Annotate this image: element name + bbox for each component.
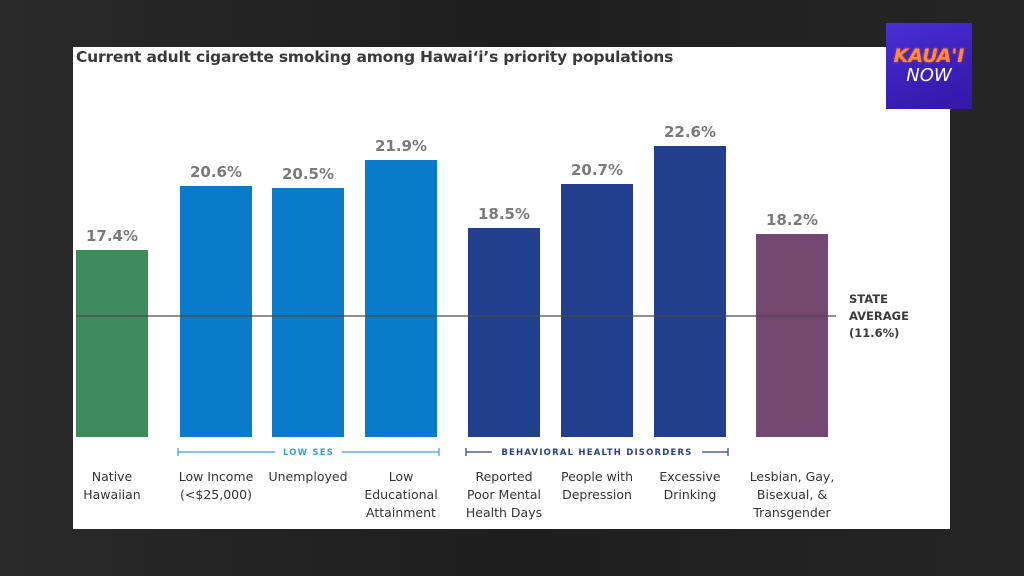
- groups-layer: LOW SES BEHAVIORAL HEALTH DISORDERS: [177, 448, 729, 458]
- bar-chart: 17.4% Native Hawaiian 20.6% Low Income (<$25,…: [76, 123, 909, 520]
- bar: [756, 234, 828, 437]
- value-label: 20.5%: [282, 165, 334, 183]
- group-label: LOW SES: [283, 448, 334, 458]
- reference-layer: STATE AVERAGE (11.6%): [76, 292, 909, 340]
- bar: [365, 160, 437, 437]
- kauai-now-logo: KAUA'I NOW: [886, 23, 972, 109]
- category-label-line: (<$25,000): [180, 487, 252, 502]
- category-label: Unemployed: [268, 469, 347, 484]
- bar: [561, 184, 633, 437]
- bar: [272, 188, 344, 437]
- group-label: BEHAVIORAL HEALTH DISORDERS: [501, 448, 692, 458]
- category-label-line: Native: [92, 469, 133, 484]
- labels-layer: 17.4% Native Hawaiian 20.6% Low Income (<$25,…: [83, 123, 834, 520]
- bar: [654, 146, 726, 437]
- category-label-line: Bisexual, &: [757, 487, 827, 502]
- value-label: 21.9%: [375, 137, 427, 155]
- logo-text-kauai: KAUA'I: [893, 45, 965, 67]
- value-label: 22.6%: [664, 123, 716, 141]
- value-label: 17.4%: [86, 227, 138, 245]
- category-label-line: Transgender: [752, 505, 831, 520]
- category-label-line: Drinking: [664, 487, 717, 502]
- logo-text-now: NOW: [906, 65, 952, 86]
- category-label: Low Income (<$25,000): [179, 469, 254, 502]
- state-average-label-line: (11.6%): [849, 326, 899, 340]
- category-label: Reported Poor Mental Health Days: [466, 469, 542, 520]
- category-label: Lesbian, Gay, Bisexual, & Transgender: [750, 469, 835, 520]
- category-label-line: Health Days: [466, 505, 542, 520]
- category-label: Low Educational Attainment: [364, 469, 437, 520]
- category-label-line: People with: [561, 469, 633, 484]
- category-label-line: Hawaiian: [83, 487, 140, 502]
- category-label-line: Poor Mental: [467, 487, 541, 502]
- state-average-label: STATE AVERAGE (11.6%): [849, 292, 909, 340]
- chart-card: Current adult cigarette smoking among Ha…: [73, 47, 950, 529]
- category-label: Native Hawaiian: [83, 469, 140, 502]
- category-label-line: Low Income: [179, 469, 254, 484]
- category-label: Excessive Drinking: [659, 469, 721, 502]
- bar: [468, 228, 540, 437]
- category-label-line: Low: [389, 469, 414, 484]
- category-label-line: Unemployed: [268, 469, 347, 484]
- value-label: 18.2%: [766, 211, 818, 229]
- state-average-label-line: STATE: [849, 292, 888, 306]
- category-label-line: Lesbian, Gay,: [750, 469, 835, 484]
- bar: [76, 250, 148, 437]
- state-average-label-line: AVERAGE: [849, 309, 909, 323]
- value-label: 20.7%: [571, 161, 623, 179]
- category-label-line: Reported: [475, 469, 532, 484]
- value-label: 18.5%: [478, 205, 530, 223]
- value-label: 20.6%: [190, 163, 242, 181]
- category-label-line: Attainment: [366, 505, 436, 520]
- chart-title: Current adult cigarette smoking among Ha…: [76, 48, 674, 66]
- bar: [180, 186, 252, 437]
- category-label-line: Depression: [562, 487, 632, 502]
- category-label-line: Excessive: [659, 469, 721, 484]
- category-label-line: Educational: [364, 487, 437, 502]
- bars-layer: [76, 146, 828, 437]
- category-label: People with Depression: [561, 469, 633, 502]
